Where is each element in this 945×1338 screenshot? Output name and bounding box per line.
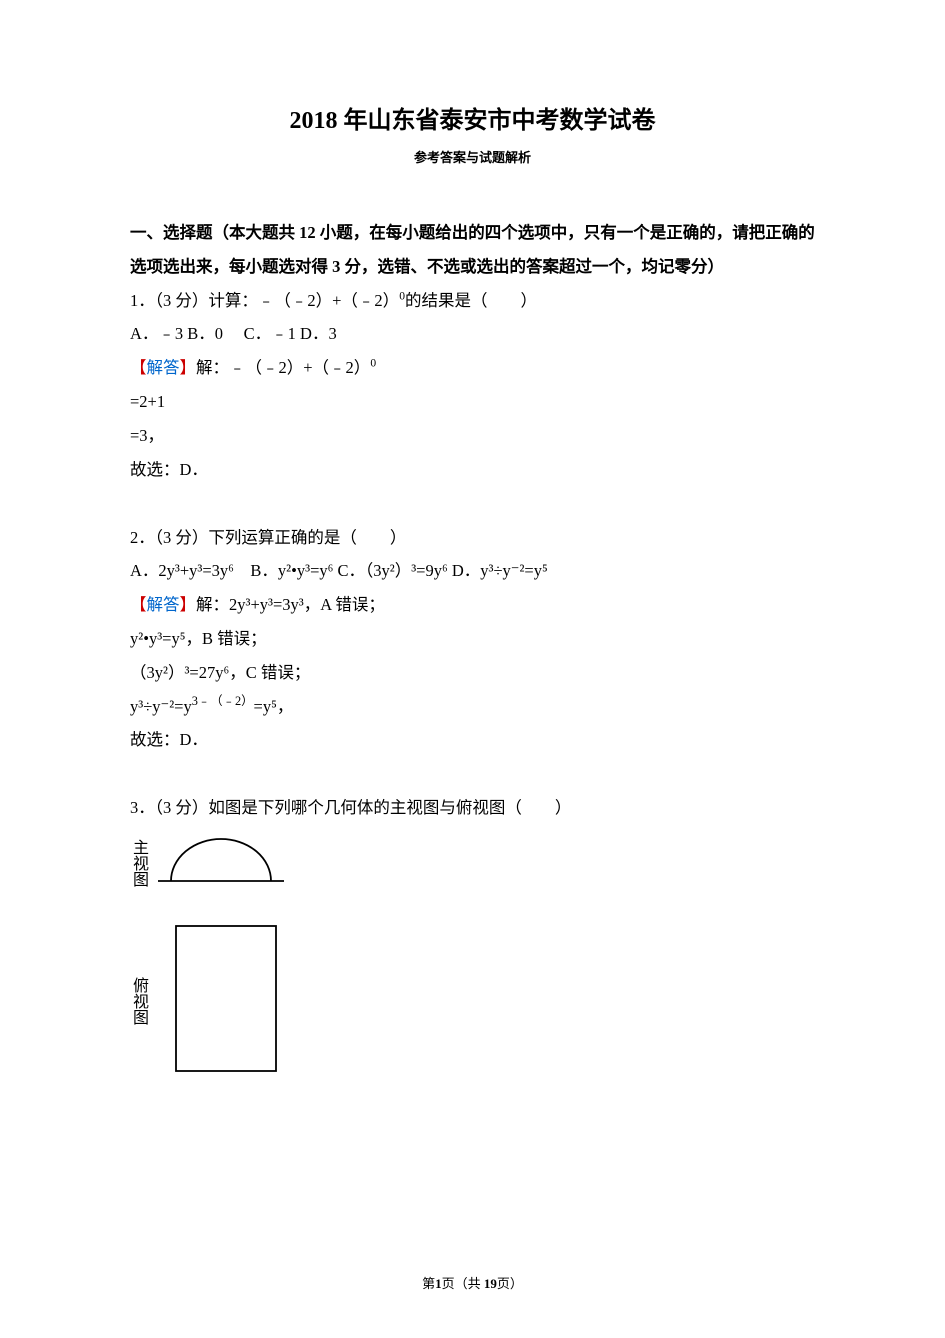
q1-answer-line4: 故选：D．: [130, 453, 815, 487]
front-view-shape: [152, 831, 290, 894]
q1-answer-line1: 【解答】解：﹣（﹣2）+（﹣2）0: [130, 351, 815, 385]
q3-diagram: 主视图 俯视图: [130, 831, 815, 1078]
footer-total: 19: [484, 1276, 497, 1291]
top-view-label: 俯视图: [130, 977, 146, 1025]
answer-bracket-close: 】: [180, 358, 197, 377]
front-view-row: 主视图: [130, 831, 815, 894]
spacer: [130, 757, 815, 791]
top-view-row: 俯视图: [130, 924, 815, 1078]
q2-ans4-exp: 3﹣（﹣2）: [192, 694, 254, 708]
answer-bracket-open: 【: [130, 595, 147, 614]
q2-answer-line3: （3y²）³=27y⁶，C 错误；: [130, 656, 815, 690]
q1-options: A．﹣3 B．0 C．﹣1 D．3: [130, 317, 815, 351]
q1-ans1-prefix: 解：﹣（﹣2）+（﹣2）: [196, 358, 370, 377]
answer-bracket-open: 【: [130, 358, 147, 377]
q2-answer-line1: 【解答】解：2y³+y³=3y³，A 错误；: [130, 588, 815, 622]
page-content: 2018 年山东省泰安市中考数学试卷 参考答案与试题解析 一、选择题（本大题共 …: [0, 0, 945, 1138]
q2-options: A．2y³+y³=3y⁶ B．y²•y³=y⁶ C．（3y²）³=9y⁶ D．y…: [130, 554, 815, 588]
exam-subtitle: 参考答案与试题解析: [130, 147, 815, 166]
q2-ans4-suffix: =y⁵，: [254, 697, 294, 716]
answer-label: 解答: [147, 595, 180, 614]
spacer: [130, 487, 815, 521]
top-view-svg: [174, 924, 278, 1073]
q1-answer-line3: =3，: [130, 419, 815, 453]
top-view-shape: [174, 924, 278, 1078]
q2-answer-line5: 故选：D．: [130, 723, 815, 757]
front-view-label: 主视图: [130, 839, 146, 887]
footer-prefix: 第: [422, 1276, 435, 1291]
q1-stem-suffix: 的结果是（ ）: [405, 291, 537, 310]
q3-stem: 3．（3 分）如图是下列哪个几何体的主视图与俯视图（ ）: [130, 791, 815, 825]
q2-ans1-text: 解：2y³+y³=3y³，A 错误；: [196, 595, 385, 614]
q1-ans1-exp: 0: [370, 358, 376, 370]
q2-ans4-prefix: y³÷y⁻²=y: [130, 697, 192, 716]
q2-answer-line2: y²•y³=y⁵，B 错误；: [130, 622, 815, 656]
footer-middle: 页（共: [442, 1276, 484, 1291]
q2-answer-line4: y³÷y⁻²=y3﹣（﹣2）=y⁵，: [130, 690, 815, 724]
answer-label: 解答: [147, 358, 180, 377]
q1-stem-prefix: 1．（3 分）计算：﹣（﹣2）+（﹣2）: [130, 291, 399, 310]
footer-suffix: 页）: [497, 1276, 523, 1291]
answer-bracket-close: 】: [180, 595, 197, 614]
section-header: 一、选择题（本大题共 12 小题，在每小题给出的四个选项中，只有一个是正确的，请…: [130, 216, 815, 284]
q2-stem: 2．（3 分）下列运算正确的是（ ）: [130, 521, 815, 555]
front-view-svg: [152, 831, 290, 889]
q1-answer-line2: =2+1: [130, 385, 815, 419]
exam-title: 2018 年山东省泰安市中考数学试卷: [130, 100, 815, 135]
page-footer: 第1页（共 19页）: [0, 1273, 945, 1292]
q1-stem: 1．（3 分）计算：﹣（﹣2）+（﹣2）0的结果是（ ）: [130, 284, 815, 318]
